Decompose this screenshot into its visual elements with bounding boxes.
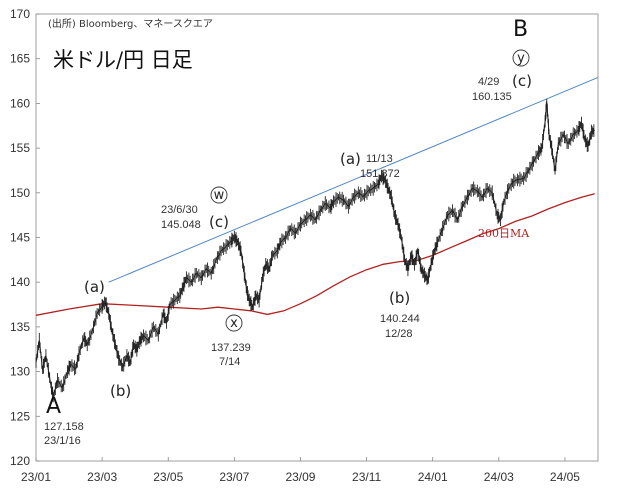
ma200-line <box>35 193 595 316</box>
wave-x-circle <box>225 314 243 332</box>
y-tick-label: 120 <box>10 454 30 468</box>
x-tick-label: 23/01 <box>21 470 51 484</box>
x-tick-label: 24/01 <box>418 470 448 484</box>
chart-title: 米ドル/円 日足 <box>53 48 193 72</box>
x-tick-label: 24/05 <box>550 470 580 484</box>
wave-x-letter: x <box>230 316 238 331</box>
wave-B-label: B <box>513 17 528 42</box>
wave-A-date: 23/1/16 <box>44 435 81 447</box>
y-tick-label: 125 <box>10 409 30 423</box>
wave-c1-date: 23/6/30 <box>161 204 198 216</box>
wave-y-letter: y <box>517 51 525 66</box>
y-tick-label: 160 <box>10 96 30 110</box>
y-axis-labels: 120 125 130 135 140 145 150 155 160 165 170 <box>10 7 30 468</box>
wave-c1-label: (c) <box>209 213 229 231</box>
source-note: (出所) Bloomberg、マネースクエア <box>48 17 213 30</box>
price-bars <box>35 99 595 403</box>
x-tick-label: 24/03 <box>484 470 514 484</box>
price-line <box>35 102 595 398</box>
wave-a1-label: (a) <box>84 278 105 296</box>
wave-b2-label: (b) <box>389 289 410 307</box>
wave-x-value: 137.239 <box>211 342 251 354</box>
x-axis-labels: 23/01 23/03 23/05 23/07 23/09 23/11 24/01 24/03… <box>21 470 580 484</box>
wave-b1-label: (b) <box>110 382 131 400</box>
y-tick-label: 135 <box>10 320 30 334</box>
axis-ticks <box>35 13 566 462</box>
x-tick-label: 23/09 <box>285 470 315 484</box>
wave-A-value: 127.158 <box>44 421 84 433</box>
wave-a2-label: (a) <box>340 150 361 168</box>
y-tick-label: 130 <box>10 365 30 379</box>
x-tick-label: 23/03 <box>87 470 117 484</box>
wave-x-date: 7/14 <box>219 356 240 368</box>
y-tick-label: 150 <box>10 186 30 200</box>
y-tick-label: 145 <box>10 231 30 245</box>
x-tick-label: 23/05 <box>153 470 183 484</box>
wave-A-label: A <box>46 394 61 419</box>
wave-B-date: 4/29 <box>478 76 499 88</box>
wave-a2-date: 11/13 <box>366 153 393 165</box>
y-tick-label: 170 <box>10 7 30 21</box>
trend-line <box>108 77 599 283</box>
wave-c1-value: 145.048 <box>161 219 201 231</box>
y-tick-label: 165 <box>10 52 30 66</box>
x-tick-label: 23/07 <box>219 470 249 484</box>
x-tick-label: 23/11 <box>352 470 381 484</box>
y-tick-label: 140 <box>10 275 30 289</box>
wave-a2-value: 151.872 <box>360 168 400 180</box>
y-tick-label: 155 <box>10 141 30 155</box>
wave-w-letter: w <box>214 188 225 203</box>
wave-b2-value: 140.244 <box>380 313 420 325</box>
wave-w-circle <box>210 186 228 204</box>
wave-B-value: 160.135 <box>472 91 512 103</box>
wave-b2-date: 12/28 <box>385 328 413 340</box>
ma200-label: 200日MA <box>478 227 530 240</box>
wave-B-sub-label: (c) <box>512 72 532 90</box>
wave-y-circle <box>512 49 530 67</box>
